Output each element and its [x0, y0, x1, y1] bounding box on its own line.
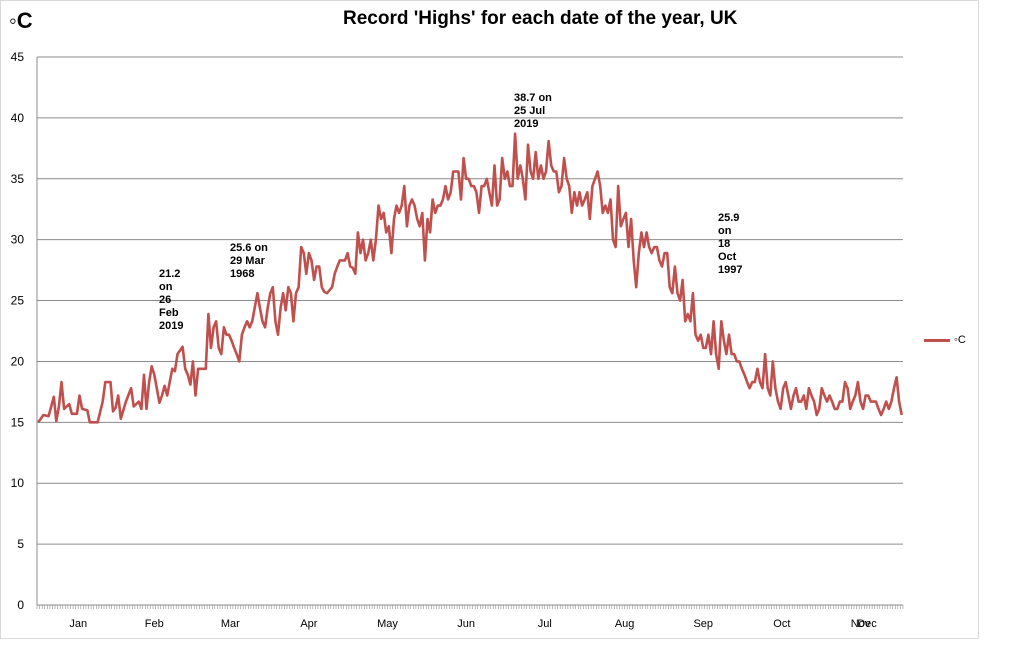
x-tick-label: Jun — [457, 618, 475, 630]
chart-frame — [0, 0, 979, 639]
series-line — [37, 132, 903, 424]
y-tick-label: 40 — [11, 111, 25, 125]
x-tick-label: Nov — [851, 618, 871, 630]
unit-label: ◦C — [9, 8, 33, 33]
y-tick-label: 25 — [11, 294, 25, 308]
annotation-feb-record: 21.2 on 26 Feb 2019 — [159, 268, 184, 332]
x-tick-label: Sep — [693, 618, 713, 630]
y-tick-label: 45 — [11, 50, 25, 64]
x-tick-label: Oct — [773, 618, 790, 630]
annotation-jul-record: 38.7 on 25 Jul 2019 — [514, 92, 552, 130]
x-tick-label: May — [377, 618, 398, 630]
y-tick-label: 15 — [11, 415, 25, 429]
y-tick-label: 35 — [11, 172, 25, 186]
legend-swatch — [924, 338, 950, 342]
x-tick-label: Jul — [538, 618, 552, 630]
x-tick-label: Jan — [69, 618, 87, 630]
y-tick-label: 30 — [11, 233, 25, 247]
x-tick-label: Aug — [615, 618, 635, 630]
y-tick-label: 0 — [17, 598, 24, 612]
x-tick-label: Mar — [221, 618, 240, 630]
x-tick-label: Feb — [145, 618, 164, 630]
y-tick-label: 5 — [17, 537, 24, 551]
x-axis-day-ticks — [36, 605, 904, 609]
y-tick-label: 10 — [11, 476, 25, 490]
y-tick-label: 20 — [11, 354, 25, 368]
annotation-oct-record: 25.9 on 18 Oct 1997 — [718, 212, 743, 276]
x-tick-label: Dec — [857, 618, 877, 630]
chart-title: Record 'Highs' for each date of the year… — [343, 8, 738, 29]
legend: ◦C — [924, 334, 966, 346]
x-tick-label: Apr — [300, 618, 317, 630]
legend-label: ◦C — [954, 334, 966, 346]
annotation-mar-record: 25.6 on 29 Mar 1968 — [230, 242, 268, 280]
